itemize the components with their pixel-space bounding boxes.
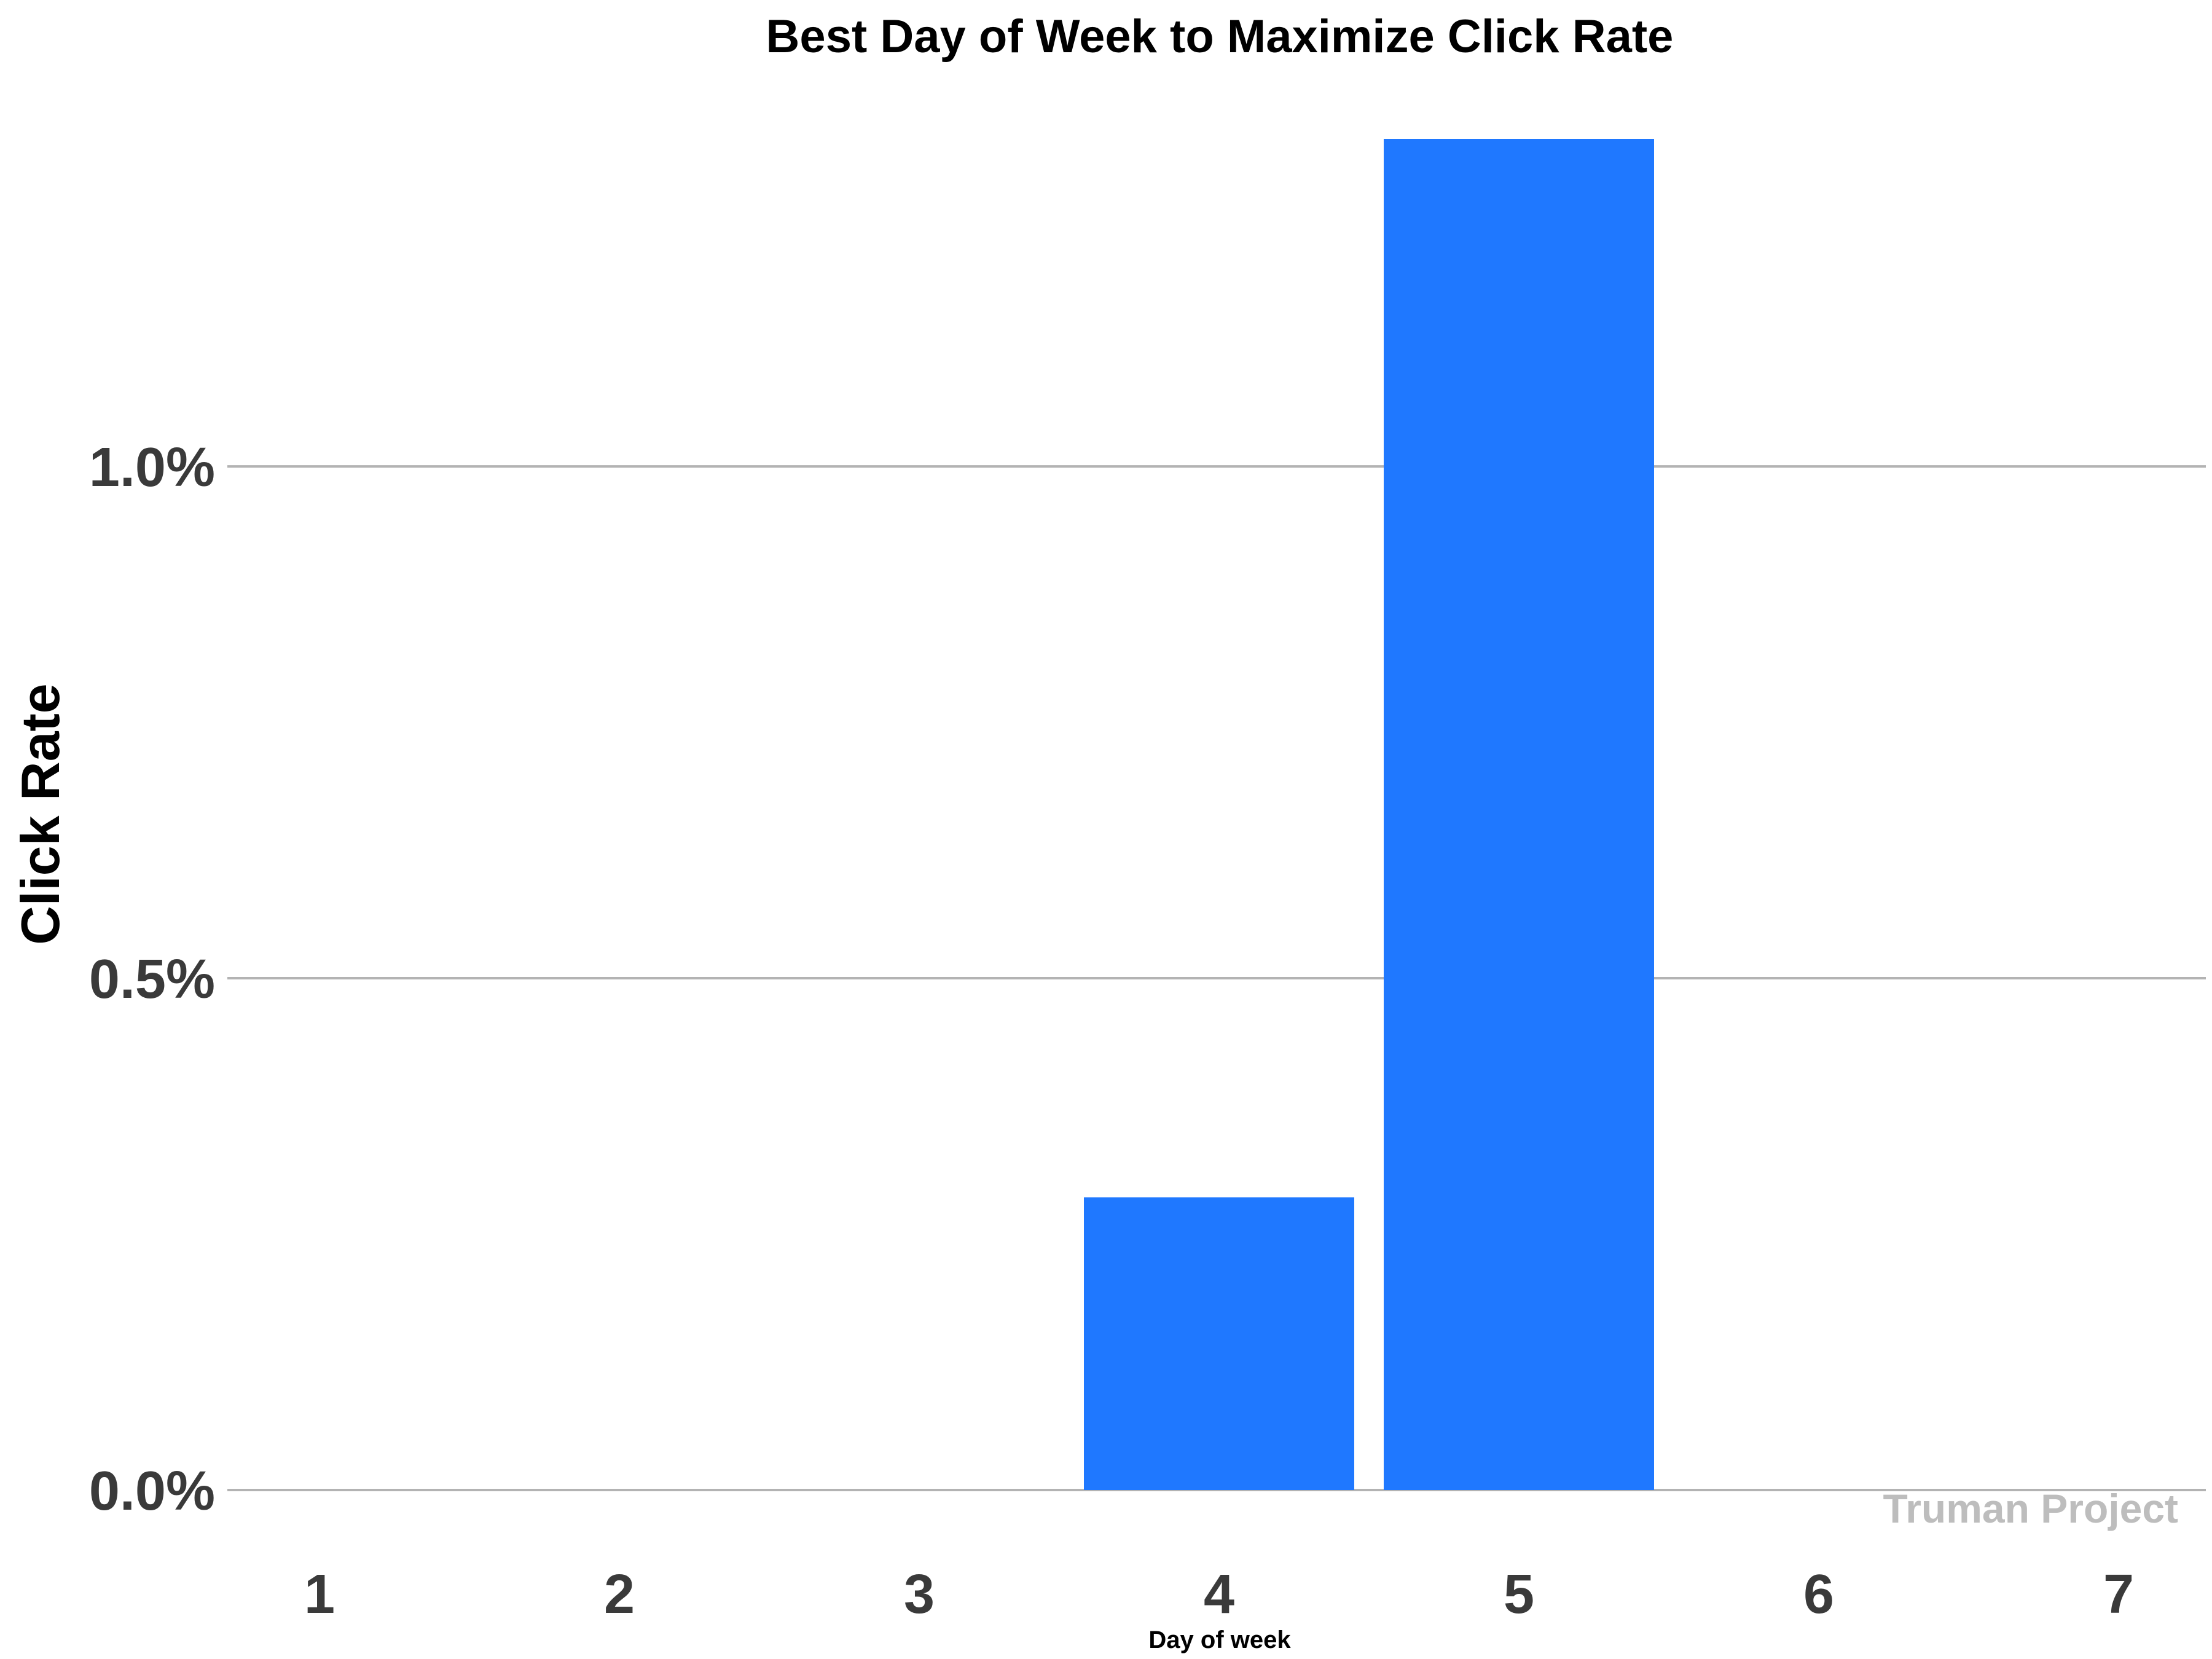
x-tick-label: 2 <box>604 1564 635 1625</box>
chart-title: Best Day of Week to Maximize Click Rate <box>766 10 1674 63</box>
x-tick-label: 4 <box>1204 1564 1234 1625</box>
x-tick-labels: 1 2 3 4 5 6 7 <box>304 1564 2134 1625</box>
x-tick-label: 5 <box>1504 1564 1534 1625</box>
y-tick-label: 0.0% <box>89 1461 215 1522</box>
x-tick-label: 3 <box>904 1564 935 1625</box>
bars <box>1084 139 1654 1490</box>
y-axis-label: Click Rate <box>10 683 71 945</box>
bar-day-4 <box>1084 1197 1354 1490</box>
y-tick-label: 0.5% <box>89 949 215 1010</box>
x-axis-label: Day of week <box>1148 1626 1291 1653</box>
watermark: Truman Project <box>1883 1486 2178 1531</box>
y-tick-labels: 0.0% 0.5% 1.0% <box>89 437 215 1522</box>
y-tick-label: 1.0% <box>89 437 215 498</box>
x-tick-label: 7 <box>2103 1564 2134 1625</box>
bar-day-5 <box>1384 139 1654 1490</box>
x-tick-label: 6 <box>1803 1564 1834 1625</box>
x-tick-label: 1 <box>304 1564 335 1625</box>
